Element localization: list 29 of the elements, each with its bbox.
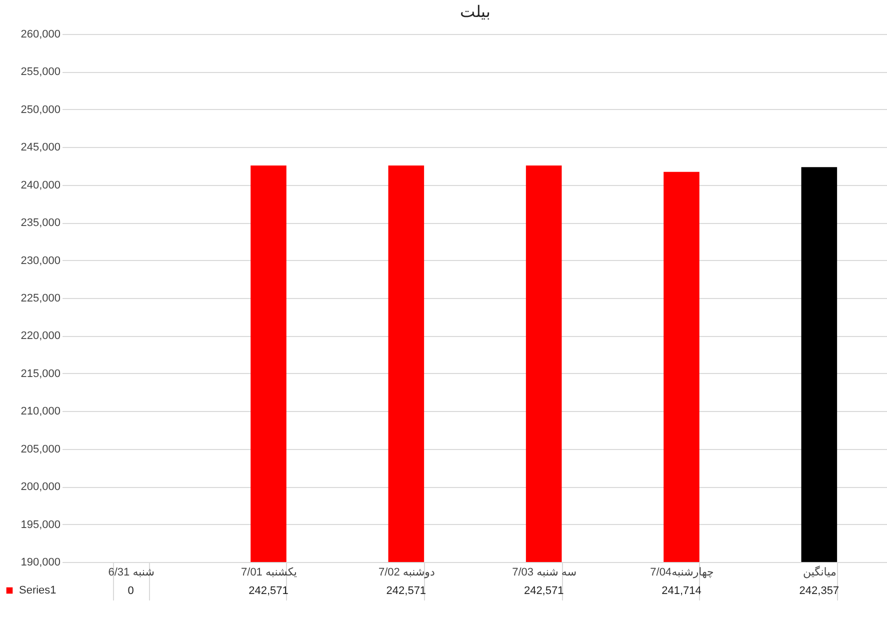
y-tick-label: 245,000	[20, 142, 60, 154]
y-tick-label: 230,000	[20, 254, 60, 267]
y-tick-label: 215,000	[20, 368, 60, 380]
y-tick-label: 240,000	[20, 179, 60, 192]
x-tick-label: میانگین	[802, 566, 836, 578]
x-tick-label: سه شنبه 7/03	[512, 566, 577, 578]
y-tick-label: 235,000	[20, 217, 60, 230]
data-label: 241,714	[662, 585, 702, 597]
y-tick-label: 260,000	[20, 28, 60, 40]
y-tick-label: 210,000	[20, 406, 60, 418]
y-tick-label: 200,000	[20, 481, 60, 494]
x-tick-label: شنبه 6/31	[108, 566, 154, 578]
data-label: 242,571	[248, 585, 288, 597]
legend-label: Series1	[19, 584, 56, 596]
y-tick-label: 205,000	[20, 443, 60, 456]
x-tick-label: دوشنبه 7/02	[378, 566, 435, 578]
y-tick-label: 250,000	[20, 104, 60, 116]
data-label: 242,571	[386, 585, 426, 597]
x-tick-label: چهارشنبه7/04	[650, 566, 714, 578]
chart-title: بیلت	[460, 2, 490, 21]
data-label: 242,571	[524, 585, 564, 597]
y-tick-label: 190,000	[20, 556, 60, 568]
y-tick-label: 255,000	[20, 66, 60, 78]
x-tick-label: یکشنبه 7/01	[241, 566, 297, 578]
text: 0	[128, 585, 134, 597]
y-tick-label: 220,000	[20, 330, 60, 342]
data-label: 242,357	[799, 585, 840, 597]
y-tick-label: 225,000	[20, 292, 60, 304]
y-tick-label: 195,000	[20, 518, 60, 531]
